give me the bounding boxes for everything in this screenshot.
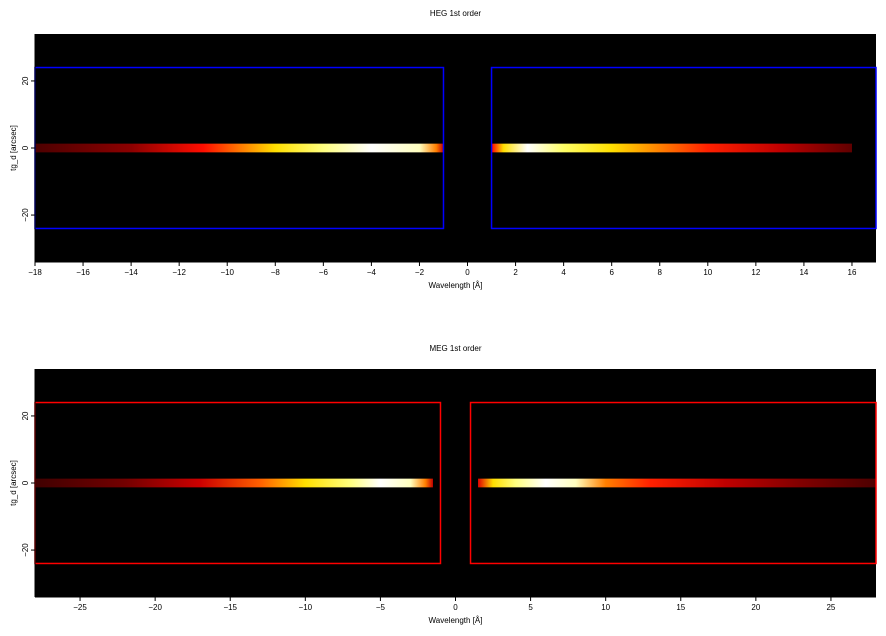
x-tick-label: 25 bbox=[826, 603, 835, 612]
x-tick-label: 6 bbox=[609, 268, 614, 277]
region-box-2 bbox=[490, 66, 877, 230]
y-tick-label: −20 bbox=[21, 208, 30, 222]
emission-strip-1 bbox=[35, 143, 444, 153]
x-tick-label: 15 bbox=[676, 603, 685, 612]
y-tick-label: −20 bbox=[21, 543, 30, 557]
x-tick-label: −6 bbox=[319, 268, 329, 277]
y-tick-label: 0 bbox=[21, 145, 30, 150]
x-tick-label: 0 bbox=[465, 268, 470, 277]
x-tick-label: 12 bbox=[751, 268, 760, 277]
x-tick-label: 4 bbox=[561, 268, 566, 277]
x-tick-label: −4 bbox=[367, 268, 377, 277]
x-tick-label: 10 bbox=[703, 268, 712, 277]
emission-strip-1 bbox=[35, 478, 433, 488]
y-tick-label: 20 bbox=[21, 76, 30, 85]
x-tick-label: 14 bbox=[799, 268, 808, 277]
x-tick-label: 5 bbox=[528, 603, 533, 612]
x-tick-label: −25 bbox=[73, 603, 87, 612]
y-tick-label: 20 bbox=[21, 411, 30, 420]
x-tick-label: −15 bbox=[223, 603, 237, 612]
x-tick-label: 10 bbox=[601, 603, 610, 612]
y-axis-label: tg_d [arcsec] bbox=[9, 460, 18, 506]
x-tick-label: −14 bbox=[124, 268, 138, 277]
y-tick-label: 0 bbox=[21, 480, 30, 485]
x-axis-label: Wavelength [Å] bbox=[429, 281, 483, 290]
x-axis-label: Wavelength [Å] bbox=[429, 616, 483, 625]
x-tick-label: −10 bbox=[299, 603, 313, 612]
x-tick-label: −2 bbox=[415, 268, 425, 277]
chart-title: MEG 1st order bbox=[429, 344, 481, 353]
panel-2: MEG 1st order −25 −20 −15 −10 −5 0 5 10 15 20 25 −20… bbox=[9, 344, 877, 625]
x-tick-label: 8 bbox=[658, 268, 663, 277]
x-tick-label: 20 bbox=[751, 603, 760, 612]
panel-1: HEG 1st order−18 −16 −14 −12 −10 −8 −6 −4 −2 0 2 4 6… bbox=[9, 9, 877, 290]
x-tick-label: −12 bbox=[172, 268, 186, 277]
chart-title: HEG 1st order bbox=[430, 9, 481, 18]
emission-strip-2 bbox=[491, 143, 852, 153]
x-tick-label: 2 bbox=[513, 268, 518, 277]
x-tick-label: −5 bbox=[376, 603, 386, 612]
x-tick-label: −20 bbox=[148, 603, 162, 612]
x-tick-label: −10 bbox=[220, 268, 234, 277]
x-tick-label: −18 bbox=[28, 268, 42, 277]
x-tick-label: −8 bbox=[271, 268, 281, 277]
x-tick-label: −16 bbox=[76, 268, 90, 277]
y-axis-label: tg_d [arcsec] bbox=[9, 125, 18, 171]
region-box-2 bbox=[469, 401, 877, 565]
x-tick-label: 16 bbox=[848, 268, 857, 277]
emission-strip-2 bbox=[478, 478, 876, 488]
x-tick-label: 0 bbox=[453, 603, 458, 612]
